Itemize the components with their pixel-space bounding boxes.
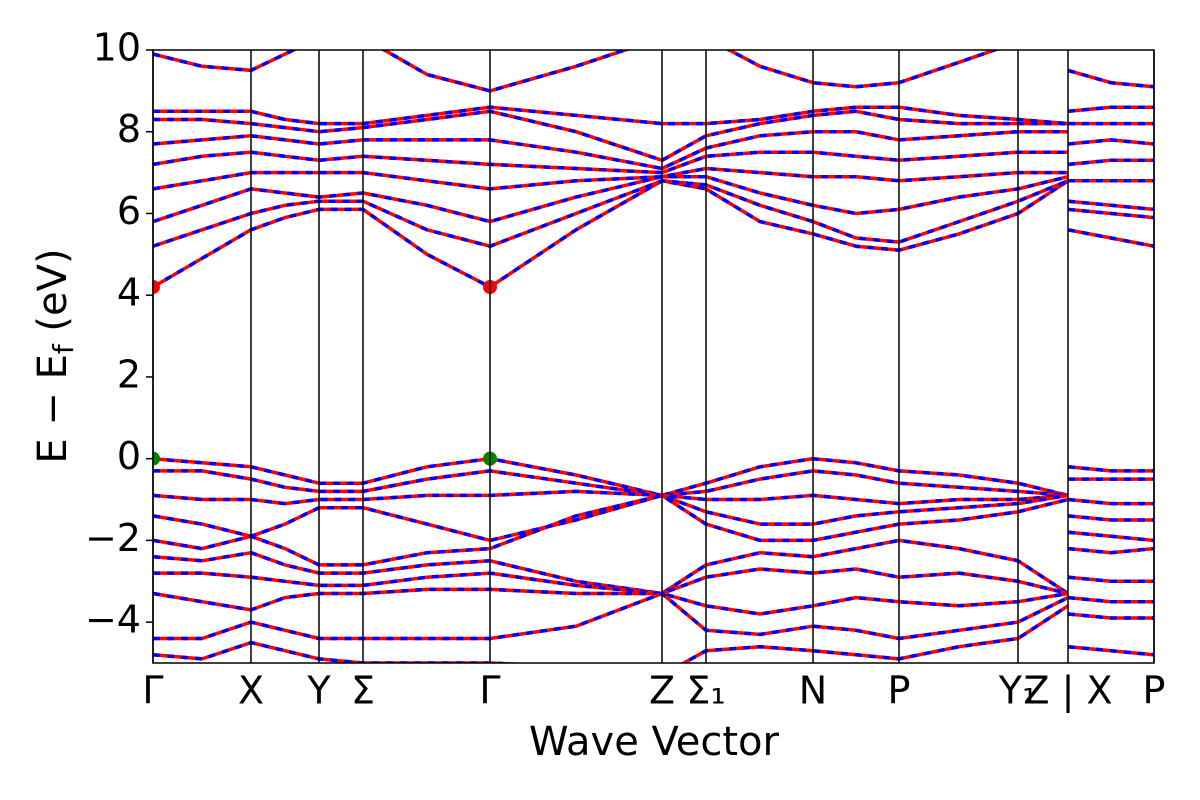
band-line <box>1067 138 1154 146</box>
band-line <box>153 179 1069 248</box>
x-tick-label: N <box>799 669 827 713</box>
x-tick-label: Σ₁ <box>686 669 725 713</box>
band-line <box>153 469 1069 498</box>
band-line <box>1067 644 1154 657</box>
band-line <box>153 174 1069 224</box>
band-line <box>153 129 1068 171</box>
band-line <box>1067 497 1154 506</box>
band-line <box>153 587 1069 616</box>
band-extremum <box>153 451 160 466</box>
x-tick-label: X <box>238 669 264 713</box>
band-line <box>1067 465 1154 473</box>
plot-area <box>153 50 1154 663</box>
band-line <box>153 567 1069 596</box>
band-line <box>1067 228 1154 248</box>
band-line <box>153 105 1069 126</box>
x-tick-label: Z | X <box>1023 669 1112 714</box>
band-line <box>1067 68 1154 89</box>
band-line <box>1067 207 1154 220</box>
y-tick-label: 0 <box>117 434 141 478</box>
y-axis-label-main: E − E <box>30 354 76 464</box>
band-line <box>1067 158 1154 167</box>
band-line <box>153 109 1068 163</box>
band-line <box>153 493 1069 567</box>
x-tick-label: Γ <box>479 669 500 713</box>
plot-frame <box>152 49 1155 664</box>
x-tick-label: Y₁ <box>998 669 1037 713</box>
y-tick-label: 2 <box>117 352 141 396</box>
x-tick-label: P <box>888 669 911 713</box>
band-line <box>153 166 1068 191</box>
y-tick-label: −4 <box>85 598 141 642</box>
band-line <box>153 179 1069 289</box>
y-tick-label: 8 <box>117 107 141 151</box>
band-line <box>1067 612 1154 620</box>
band-line <box>153 150 1068 175</box>
y-tick-label: 6 <box>117 189 141 233</box>
band-line <box>1067 530 1154 543</box>
band-line <box>153 604 1069 663</box>
band-line <box>1067 575 1154 584</box>
y-tick-label: 10 <box>93 26 141 70</box>
y-axis-label-unit: (eV) <box>30 248 76 344</box>
band-line <box>153 50 1000 93</box>
band-line <box>1067 546 1154 555</box>
band-line <box>153 493 1069 543</box>
y-tick-label: 4 <box>117 271 141 315</box>
band-extremum <box>153 280 160 295</box>
y-axis-label: E − Ef (eV) <box>30 248 80 463</box>
band-line <box>1067 199 1154 212</box>
band-line <box>1067 595 1154 604</box>
band-line <box>153 591 1069 641</box>
band-line <box>1067 514 1154 522</box>
x-tick-label: P <box>1143 669 1166 713</box>
x-tick-label: Y <box>306 669 331 713</box>
x-axis-label: Wave Vector <box>529 719 780 765</box>
band-line <box>1067 105 1154 114</box>
y-axis-label-sub: f <box>47 343 80 354</box>
band-line <box>153 489 1069 506</box>
band-line <box>153 456 1069 498</box>
y-tick-label: −2 <box>85 516 141 560</box>
x-tick-label: Σ <box>351 669 375 713</box>
x-tick-label: Z <box>649 669 675 713</box>
x-tick-label: Γ <box>142 669 163 713</box>
band-line <box>153 538 1069 596</box>
